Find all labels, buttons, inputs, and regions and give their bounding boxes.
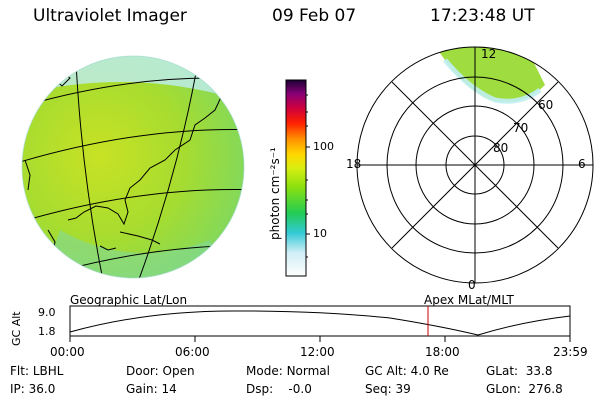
orbit-ytick-high: 9.0 (38, 306, 56, 319)
orbit-xtick-1800: 18:00 (425, 345, 460, 359)
status-seq: Seq: 39 (365, 382, 411, 396)
status-gain: Gain: 14 (126, 382, 177, 396)
orbit-xtick-0600: 06:00 (175, 345, 210, 359)
time-label: 17:23:48 UT (430, 6, 535, 26)
instrument-title: Ultraviolet Imager (33, 6, 187, 26)
polar-lat-60: 60 (538, 98, 554, 112)
status-ip: IP: 36.0 (10, 382, 56, 396)
status-door: Door: Open (126, 364, 195, 378)
orbit-left-title: Geographic Lat/Lon (70, 293, 188, 307)
polar-mlt-12: 12 (481, 47, 497, 61)
orbit-xtick-1200: 12:00 (300, 345, 335, 359)
polar-mlt-6: 6 (578, 157, 586, 171)
orbit-xtick-0000: 00:00 (50, 345, 85, 359)
orbit-ytick-low: 1.8 (38, 325, 56, 338)
status-glat: GLat: 33.8 (486, 364, 553, 378)
polar-plot (356, 46, 594, 284)
status-dsp: Dsp: -0.0 (246, 382, 312, 396)
polar-mlt-0: 0 (468, 278, 476, 292)
colorbar-tick-100: 100 (313, 140, 334, 153)
status-mode: Mode: Normal (246, 364, 330, 378)
colorbar-ticks (306, 94, 310, 258)
colorbar-tick-10: 10 (313, 227, 327, 240)
date-label: 09 Feb 07 (272, 6, 357, 26)
colorbar (285, 79, 307, 277)
polar-lat-80: 80 (493, 141, 509, 155)
status-gc-alt: GC Alt: 4.0 Re (365, 364, 449, 378)
earth-disk-image (21, 55, 245, 279)
orbit-panel (69, 305, 571, 342)
colorbar-unit-label: photon cm⁻²s⁻¹ (268, 147, 282, 240)
status-flt: Flt: LBHL (10, 364, 64, 378)
status-glon: GLon: 276.8 (486, 382, 563, 396)
orbit-ylabel: GC Alt (10, 311, 23, 346)
altitude-curve (69, 310, 571, 336)
orbit-xtick-2359: 23:59 (553, 345, 588, 359)
polar-lat-70: 70 (513, 121, 529, 135)
polar-mlt-18: 18 (346, 157, 362, 171)
orbit-right-title: Apex MLat/MLT (424, 293, 514, 307)
